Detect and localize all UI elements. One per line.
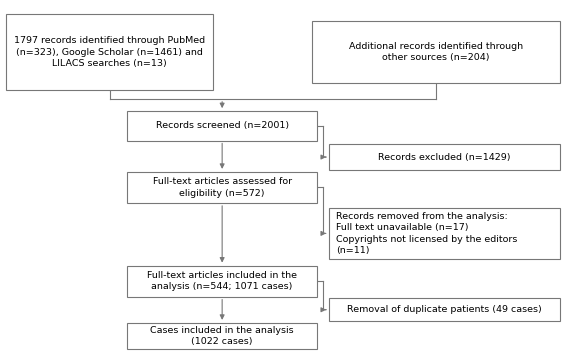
Text: 1797 records identified through PubMed
(n=323), Google Scholar (n=1461) and
LILA: 1797 records identified through PubMed (… <box>14 36 205 68</box>
FancyBboxPatch shape <box>127 323 317 349</box>
FancyBboxPatch shape <box>127 266 317 297</box>
FancyBboxPatch shape <box>329 298 560 321</box>
Text: Additional records identified through
other sources (n=204): Additional records identified through ot… <box>349 42 523 62</box>
Text: Removal of duplicate patients (49 cases): Removal of duplicate patients (49 cases) <box>347 305 542 314</box>
Text: Records screened (n=2001): Records screened (n=2001) <box>156 121 288 130</box>
Text: Full-text articles assessed for
eligibility (n=572): Full-text articles assessed for eligibil… <box>152 177 292 198</box>
FancyBboxPatch shape <box>329 208 560 258</box>
Text: Records excluded (n=1429): Records excluded (n=1429) <box>378 153 511 161</box>
FancyBboxPatch shape <box>329 144 560 170</box>
Text: Records removed from the analysis:
Full text unavailable (n=17)
Copyrights not l: Records removed from the analysis: Full … <box>336 212 517 255</box>
Text: Cases included in the analysis
(1022 cases): Cases included in the analysis (1022 cas… <box>151 326 294 346</box>
FancyBboxPatch shape <box>127 172 317 203</box>
FancyBboxPatch shape <box>127 111 317 141</box>
FancyBboxPatch shape <box>6 14 213 90</box>
FancyBboxPatch shape <box>312 21 560 83</box>
Text: Full-text articles included in the
analysis (n=544; 1071 cases): Full-text articles included in the analy… <box>147 271 297 291</box>
